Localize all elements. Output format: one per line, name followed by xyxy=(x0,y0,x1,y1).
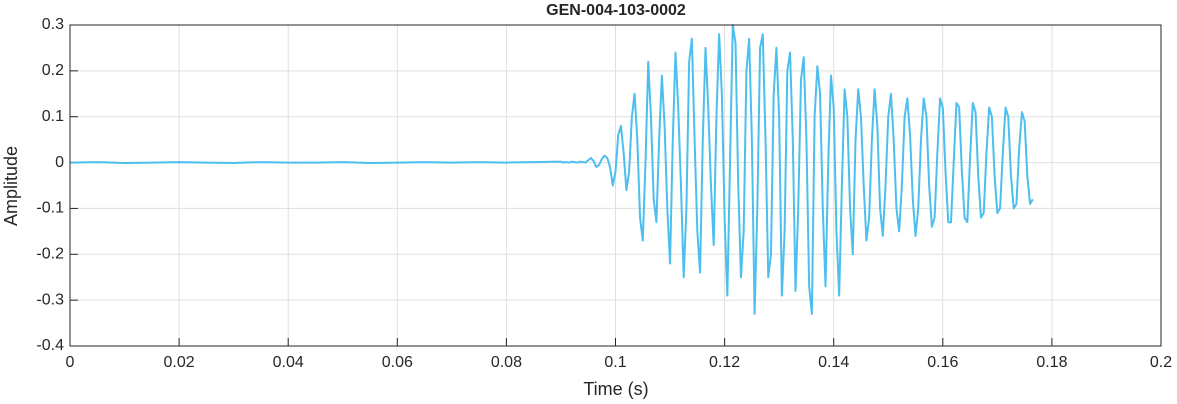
y-tick-label: 0.2 xyxy=(42,62,64,79)
axes-box xyxy=(69,24,1162,347)
x-tick-label: 0.04 xyxy=(273,354,304,371)
x-tick-label: 0.12 xyxy=(709,354,740,371)
y-tick-label: 0.3 xyxy=(42,16,64,33)
x-tick-label: 0 xyxy=(66,354,75,371)
waveform-line xyxy=(69,24,1034,315)
x-tick-label: 0.18 xyxy=(1036,354,1067,371)
y-tick-label: -0.1 xyxy=(36,200,64,217)
x-tick-label: 0.06 xyxy=(382,354,413,371)
x-tick-label: 0.14 xyxy=(818,354,849,371)
y-axis-label: Amplitude xyxy=(1,146,21,226)
x-tick-label: 0.2 xyxy=(1150,354,1172,371)
x-tick-label: 0.08 xyxy=(491,354,522,371)
y-tick-label: 0 xyxy=(55,154,64,171)
x-axis-label: Time (s) xyxy=(583,379,648,399)
y-tick-label: 0.1 xyxy=(42,108,64,125)
y-tick-label: -0.2 xyxy=(36,246,64,263)
chart-title: GEN-004-103-0002 xyxy=(546,2,686,19)
x-tick-label: 0.02 xyxy=(164,354,195,371)
x-tick-label: 0.16 xyxy=(927,354,958,371)
y-tick-label: -0.3 xyxy=(36,291,64,308)
x-tick-label: 0.1 xyxy=(604,354,626,371)
y-tick-label: -0.4 xyxy=(36,337,64,354)
